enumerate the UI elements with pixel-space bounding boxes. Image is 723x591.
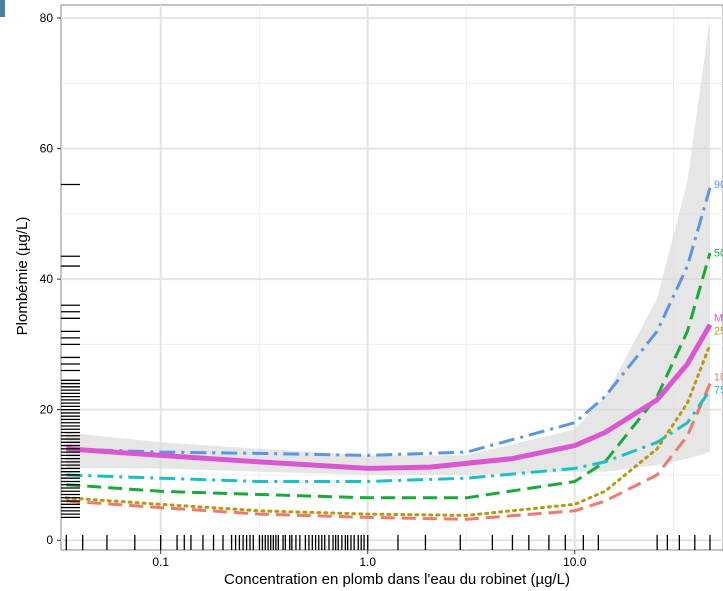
- series-line-25: [64, 342, 712, 517]
- rug-layer: [61, 183, 711, 550]
- x-axis-ticks: 0.1 1.0 10.0: [152, 550, 587, 569]
- y-tick-label: 80: [40, 11, 54, 25]
- y-axis-title: Plombémie (µg/L): [14, 217, 31, 336]
- corner-marker: [0, 0, 5, 17]
- x-tick-label: 10.0: [563, 555, 587, 569]
- series-label-75: 75: [714, 384, 723, 396]
- x-tick-label: 1.0: [359, 555, 376, 569]
- series-label-moyenne: Moyenne: [714, 313, 723, 325]
- series-layer: [64, 187, 713, 521]
- series-label-25: 25: [714, 326, 723, 338]
- y-tick-label: 40: [40, 272, 54, 286]
- y-tick-label: 60: [40, 142, 54, 156]
- y-tick-label: 0: [46, 533, 53, 547]
- series-line-moyenne: [66, 323, 713, 471]
- confidence-band: [66, 18, 711, 475]
- x-axis-title: Concentration en plomb dans l'eau du rob…: [224, 571, 570, 588]
- series-labels: 90 50 Moyenne25 1075: [714, 179, 723, 397]
- y-tick-label: 20: [40, 403, 54, 417]
- series-line-75: [66, 389, 712, 483]
- confidence-band-area: [66, 18, 711, 475]
- y-axis-ticks: 0 20 40 60 80: [40, 11, 61, 547]
- series-line-90: [66, 187, 712, 457]
- x-tick-label: 0.1: [152, 555, 169, 569]
- series-label-90: 90: [714, 179, 723, 191]
- series-label-10: 10: [714, 371, 723, 383]
- series-label-50: 50: [714, 247, 723, 259]
